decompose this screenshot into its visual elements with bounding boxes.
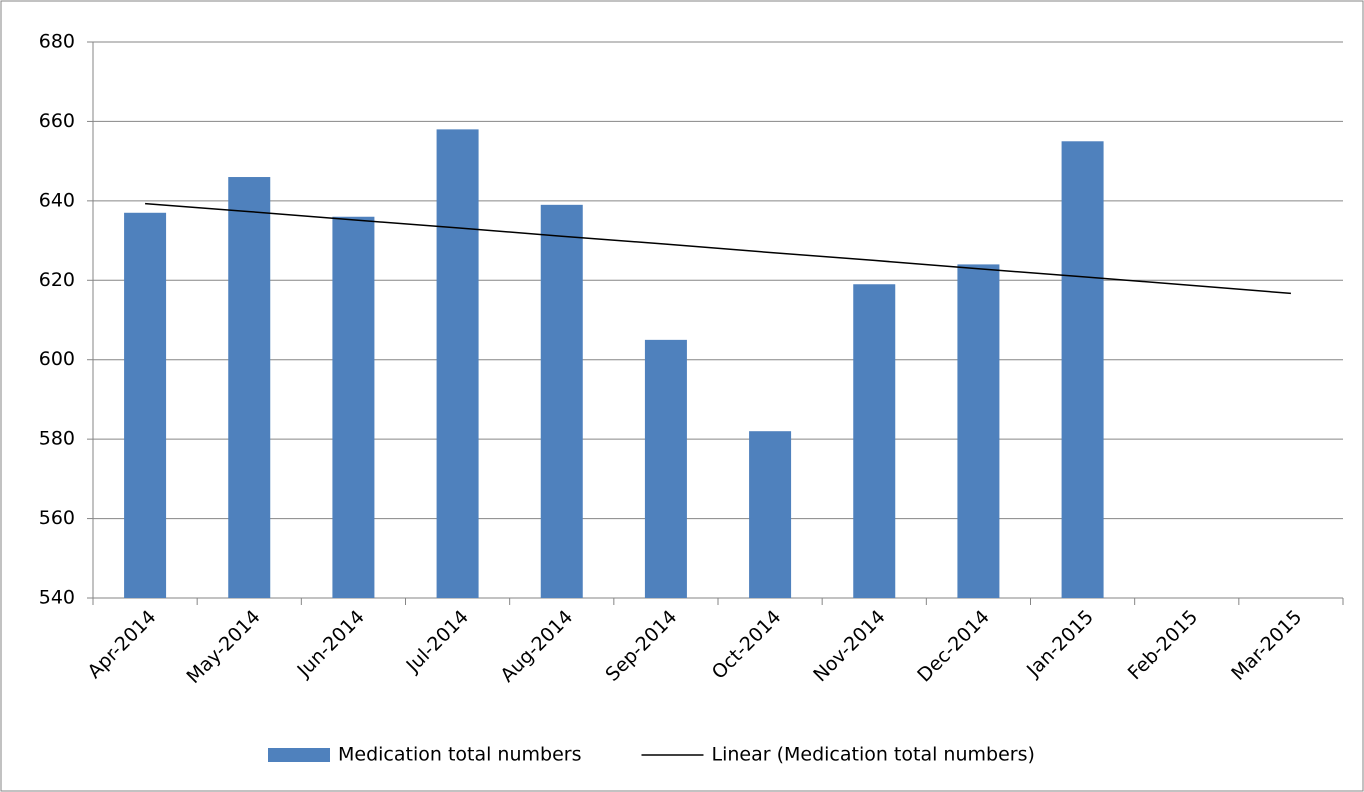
- y-tick-label: 660: [39, 110, 75, 132]
- y-tick-label: 620: [39, 269, 75, 291]
- y-tick-label: 580: [39, 428, 75, 450]
- bar: [436, 129, 479, 598]
- trend-line: [145, 202, 1291, 295]
- y-tick-label: 540: [39, 587, 75, 609]
- legend-label: Medication total numbers: [338, 744, 581, 766]
- bar: [853, 284, 896, 598]
- y-tick-label: 640: [39, 189, 75, 211]
- bar: [644, 339, 687, 598]
- y-tick-label: 680: [39, 31, 75, 53]
- legend-swatch: [268, 748, 330, 762]
- bar: [540, 204, 583, 599]
- bar: [749, 431, 792, 598]
- y-tick-label: 560: [39, 507, 75, 529]
- bar: [1061, 141, 1104, 599]
- y-tick-label: 600: [39, 348, 75, 370]
- bar: [957, 264, 1000, 598]
- bar: [124, 212, 167, 598]
- bar: [332, 216, 375, 598]
- legend-label: Linear (Medication total numbers): [711, 744, 1034, 766]
- bar: [228, 177, 271, 598]
